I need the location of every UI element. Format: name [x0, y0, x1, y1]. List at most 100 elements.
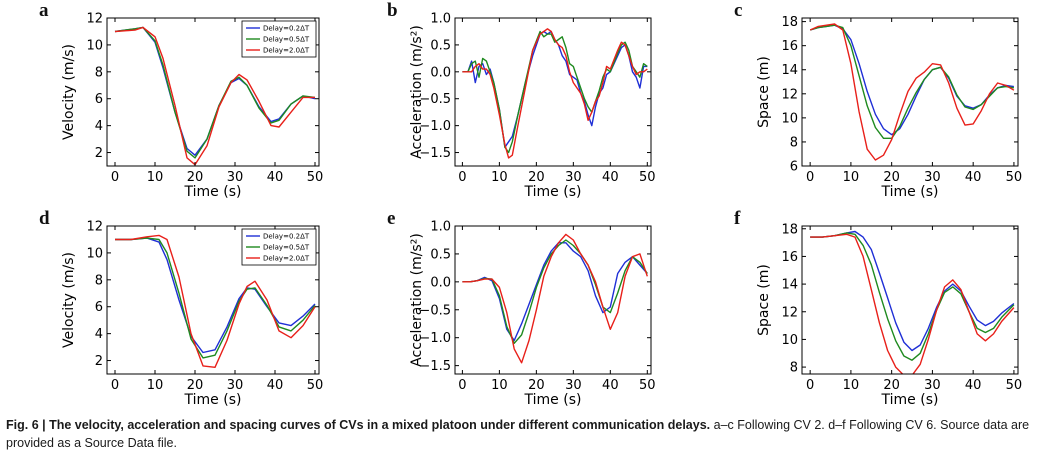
y-tick-label: 12 — [781, 305, 798, 320]
y-tick-label: −1.5 — [419, 146, 451, 161]
y-tick-label: 10 — [781, 111, 798, 126]
series-line-1 — [462, 242, 648, 342]
plot-frame — [801, 225, 1019, 375]
series-line-3 — [114, 26, 315, 166]
series-line-3 — [809, 23, 1015, 161]
y-tick-label: 8 — [95, 273, 103, 288]
y-tick-label: 8 — [790, 135, 798, 150]
y-tick-label: 2 — [95, 146, 103, 161]
x-tick-label: 10 — [491, 170, 508, 185]
x-tick-label: 40 — [267, 170, 284, 185]
y-tick-label: 0.5 — [430, 38, 451, 53]
panel-letter: f — [734, 208, 741, 229]
y-axis-label: Velocity (m/s) — [61, 252, 77, 348]
y-tick-label: 8 — [95, 65, 103, 80]
x-tick-label: 10 — [843, 378, 860, 393]
legend-label: Delay=2.0ΔT — [263, 255, 310, 263]
caption-title: Fig. 6 | The velocity, acceleration and … — [6, 418, 711, 432]
x-tick-label: 20 — [187, 170, 204, 185]
legend: Delay=0.2ΔT Delay=0.5ΔT Delay=2.0ΔT — [241, 228, 317, 266]
x-tick-label: 50 — [639, 378, 656, 393]
panel-letter: b — [387, 0, 398, 21]
y-tick-label: 1.0 — [430, 220, 451, 235]
panel-letter: d — [39, 208, 50, 229]
y-axis-label: Space (m) — [756, 56, 772, 128]
legend-label: Delay=0.5ΔT — [263, 244, 310, 252]
plot-frame — [106, 225, 320, 375]
x-tick-label: 0 — [111, 170, 119, 185]
y-tick-label: 10 — [781, 333, 798, 348]
x-axis-label: Time (s) — [881, 184, 939, 200]
y-tick-label: −1.0 — [419, 119, 451, 134]
y-axis-label: Acceleration (m/s²) — [409, 233, 425, 367]
panel-letter: a — [39, 0, 49, 21]
x-tick-label: 50 — [307, 378, 324, 393]
panel-letter: e — [387, 208, 395, 229]
y-tick-label: 0.0 — [430, 65, 451, 80]
x-tick-label: 40 — [965, 170, 982, 185]
x-tick-label: 20 — [187, 378, 204, 393]
x-tick-label: 0 — [806, 170, 814, 185]
y-tick-label: 18 — [781, 15, 798, 30]
y-tick-label: 0.5 — [430, 247, 451, 262]
y-tick-label: 1.0 — [430, 12, 451, 27]
plot-frame — [801, 17, 1019, 167]
plot-frame — [106, 17, 320, 167]
x-tick-label: 50 — [1006, 378, 1023, 393]
panel-a: a 0 10 20 30 40 50 2 4 6 8 10 12 Time (s) Velocity (m/… — [39, 0, 323, 200]
x-tick-label: 40 — [602, 378, 619, 393]
series-line-1 — [810, 230, 1015, 352]
x-tick-label: 20 — [528, 378, 545, 393]
y-tick-label: −1.5 — [419, 359, 451, 374]
x-tick-label: 10 — [147, 378, 164, 393]
x-axis-label: Time (s) — [524, 184, 582, 200]
y-tick-label: −0.5 — [419, 303, 451, 318]
y-tick-label: 10 — [86, 38, 103, 53]
x-tick-label: 10 — [491, 378, 508, 393]
legend-label: Delay=2.0ΔT — [263, 47, 310, 55]
y-tick-label: 10 — [86, 246, 103, 261]
y-tick-label: 14 — [781, 63, 798, 78]
figure-caption: Fig. 6 | The velocity, acceleration and … — [6, 416, 1042, 452]
panel-f: f 0 10 20 30 40 50 8 10 12 14 16 18 Time (s) Space (m) — [734, 208, 1022, 408]
panel-d: d 0 10 20 30 40 50 2 4 6 8 10 12 Time (s) Velocity (m/… — [39, 208, 323, 408]
y-tick-label: 12 — [781, 87, 798, 102]
y-tick-label: −0.5 — [419, 92, 451, 107]
panel-letter: c — [734, 0, 742, 21]
x-tick-label: 30 — [924, 170, 941, 185]
y-tick-label: 0.0 — [430, 275, 451, 290]
y-axis-label: Velocity (m/s) — [61, 44, 77, 140]
series-line-2 — [810, 232, 1015, 361]
y-tick-label: 8 — [790, 361, 798, 376]
legend-label: Delay=0.5ΔT — [263, 36, 310, 44]
x-tick-label: 20 — [883, 170, 900, 185]
y-tick-label: 12 — [86, 220, 103, 235]
panel-b: b 0 10 20 30 40 50 −1.5 −1.0 −0.5 0.0 0.5 1.0 Time (s… — [387, 0, 656, 200]
x-tick-label: 0 — [458, 170, 466, 185]
series-line-2 — [115, 237, 316, 359]
x-tick-label: 30 — [227, 378, 244, 393]
y-tick-label: 16 — [781, 250, 798, 265]
y-tick-label: 2 — [95, 354, 103, 369]
x-tick-label: 30 — [565, 170, 582, 185]
series-line-2 — [462, 239, 648, 344]
y-tick-label: 4 — [95, 119, 103, 134]
caption-text: a–c Following CV 2. d–f Following CV 6. … — [6, 418, 1030, 450]
series-line-1 — [115, 237, 316, 354]
series-line-3 — [115, 234, 316, 368]
panel-e: e 0 10 20 30 40 50 −1.5 −1.0 −0.5 0.0 0.5 1.0 Time (s… — [387, 208, 656, 408]
series-line-2 — [810, 24, 1015, 140]
x-axis-label: Time (s) — [881, 392, 939, 408]
x-tick-label: 20 — [528, 170, 545, 185]
x-tick-label: 30 — [565, 378, 582, 393]
y-tick-label: 6 — [790, 160, 798, 175]
series-line-3 — [462, 28, 648, 159]
x-tick-label: 30 — [227, 170, 244, 185]
x-tick-label: 30 — [924, 378, 941, 393]
x-axis-label: Time (s) — [184, 392, 242, 408]
x-axis-label: Time (s) — [184, 184, 242, 200]
y-tick-label: 16 — [781, 39, 798, 54]
legend: Delay=0.2ΔT Delay=0.5ΔT Delay=2.0ΔT — [241, 20, 317, 58]
x-tick-label: 40 — [602, 170, 619, 185]
